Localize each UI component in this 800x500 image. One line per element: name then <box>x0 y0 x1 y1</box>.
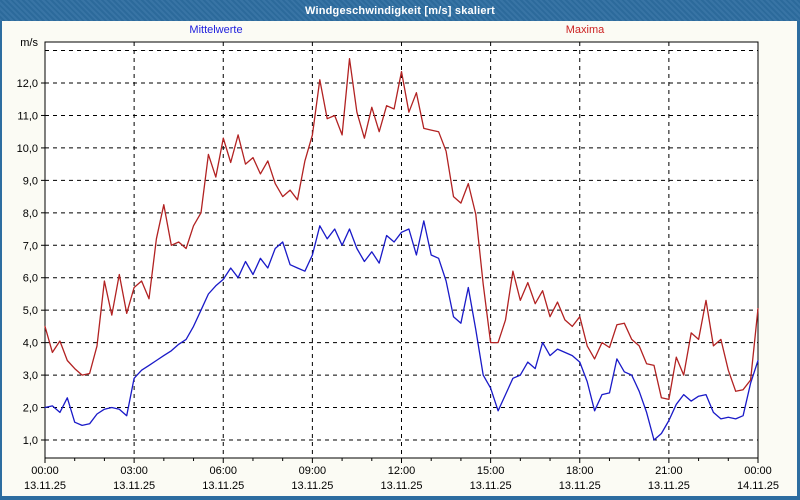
y-tick-label: 5,0 <box>23 305 38 317</box>
y-tick-label: 4,0 <box>23 338 38 350</box>
x-tick-time-label: 18:00 <box>566 465 594 477</box>
series-line-maxima <box>44 58 759 401</box>
x-tick-time-label: 06:00 <box>209 465 237 477</box>
window-border-bottom <box>0 496 800 500</box>
x-tick-date-label: 13.11.25 <box>291 480 333 492</box>
legend-maxima: Maxima <box>565 24 605 36</box>
x-tick-date-label: 13.11.25 <box>648 480 690 492</box>
y-tick-label: 9,0 <box>23 175 38 187</box>
y-axis-unit-label: m/s <box>20 37 38 49</box>
x-tick-date-label: 13.11.25 <box>24 480 66 492</box>
y-tick-label: 1,0 <box>23 435 38 447</box>
x-tick-date-label: 13.11.25 <box>470 480 512 492</box>
y-tick-label: 2,0 <box>23 403 38 415</box>
y-tick-label: 6,0 <box>23 273 38 285</box>
title-bar: Windgeschwindigkeit [m/s] skaliert <box>0 0 800 21</box>
wind-speed-chart: m/s 1,0 2,0 3,0 4,0 5,0 6,0 7,0 8,0 9,0 10,0 11,0 12… <box>17 37 779 492</box>
x-axis: 00:00 13.11.25 03:00 13.11.25 06:00 13.11.25 0… <box>24 458 779 492</box>
x-tick-time-label: 03:00 <box>120 465 148 477</box>
y-axis: m/s 1,0 2,0 3,0 4,0 5,0 6,0 7,0 8,0 9,0 10,0 11,0 12… <box>17 37 45 447</box>
x-tick-time-label: 15:00 <box>477 465 505 477</box>
x-tick-time-label: 00:00 <box>31 465 59 477</box>
y-tick-label: 3,0 <box>23 370 38 382</box>
y-tick-label: 11,0 <box>17 110 38 122</box>
y-tick-label: 10,0 <box>17 143 38 155</box>
x-tick-date-label: 13.11.25 <box>559 480 601 492</box>
x-tick-time-label: 09:00 <box>299 465 327 477</box>
window-border-right <box>797 21 800 500</box>
x-tick-date-label: 13.11.25 <box>202 480 244 492</box>
x-tick-date-label: 14.11.25 <box>737 480 779 492</box>
series-line-mittelwerte <box>44 220 759 441</box>
x-tick-time-label: 21:00 <box>655 465 683 477</box>
y-tick-label: 12,0 <box>17 78 38 90</box>
x-tick-time-label: 12:00 <box>388 465 416 477</box>
legend-mittelwerte: Mittelwerte <box>189 24 243 36</box>
x-tick-time-label: 00:00 <box>744 465 772 477</box>
y-tick-label: 8,0 <box>23 208 38 220</box>
y-tick-label: 7,0 <box>23 240 38 252</box>
x-tick-date-label: 13.11.25 <box>380 480 422 492</box>
window-border-left <box>0 21 2 500</box>
x-tick-date-label: 13.11.25 <box>113 480 155 492</box>
window-title: Windgeschwindigkeit [m/s] skaliert <box>304 4 496 17</box>
